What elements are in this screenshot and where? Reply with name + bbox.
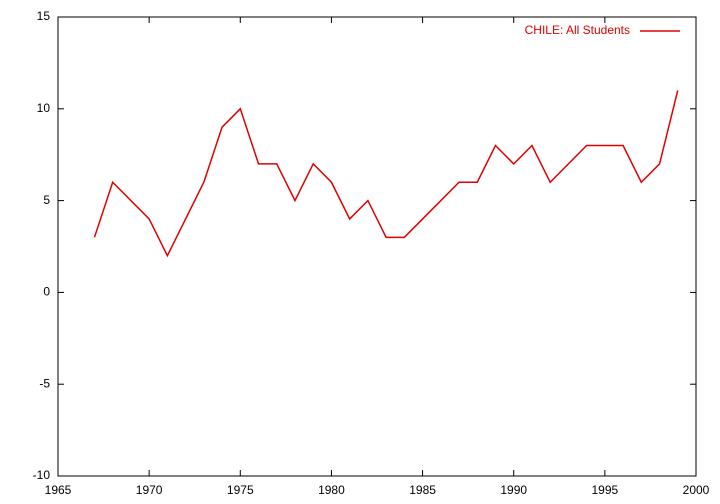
x-tick-label: 1995 — [592, 483, 619, 497]
x-tick-label: 1990 — [500, 483, 527, 497]
x-tick-label: 1980 — [318, 483, 345, 497]
y-tick-label: -5 — [39, 376, 50, 390]
x-tick-label: 2000 — [683, 483, 710, 497]
x-tick-label: 1985 — [409, 483, 436, 497]
y-tick-label: 10 — [37, 101, 51, 115]
y-tick-label: 0 — [43, 285, 50, 299]
data-line — [93, 90, 679, 258]
legend-label: CHILE: All Students — [525, 23, 630, 37]
x-tick-label: 1970 — [136, 483, 163, 497]
y-tick-label: -10 — [33, 468, 51, 482]
plot-frame — [57, 16, 697, 477]
x-tick-label: 1975 — [227, 483, 254, 497]
y-tick-label: 5 — [43, 193, 50, 207]
y-tick-label: 15 — [37, 9, 51, 23]
x-tick-label: 1965 — [45, 483, 72, 497]
